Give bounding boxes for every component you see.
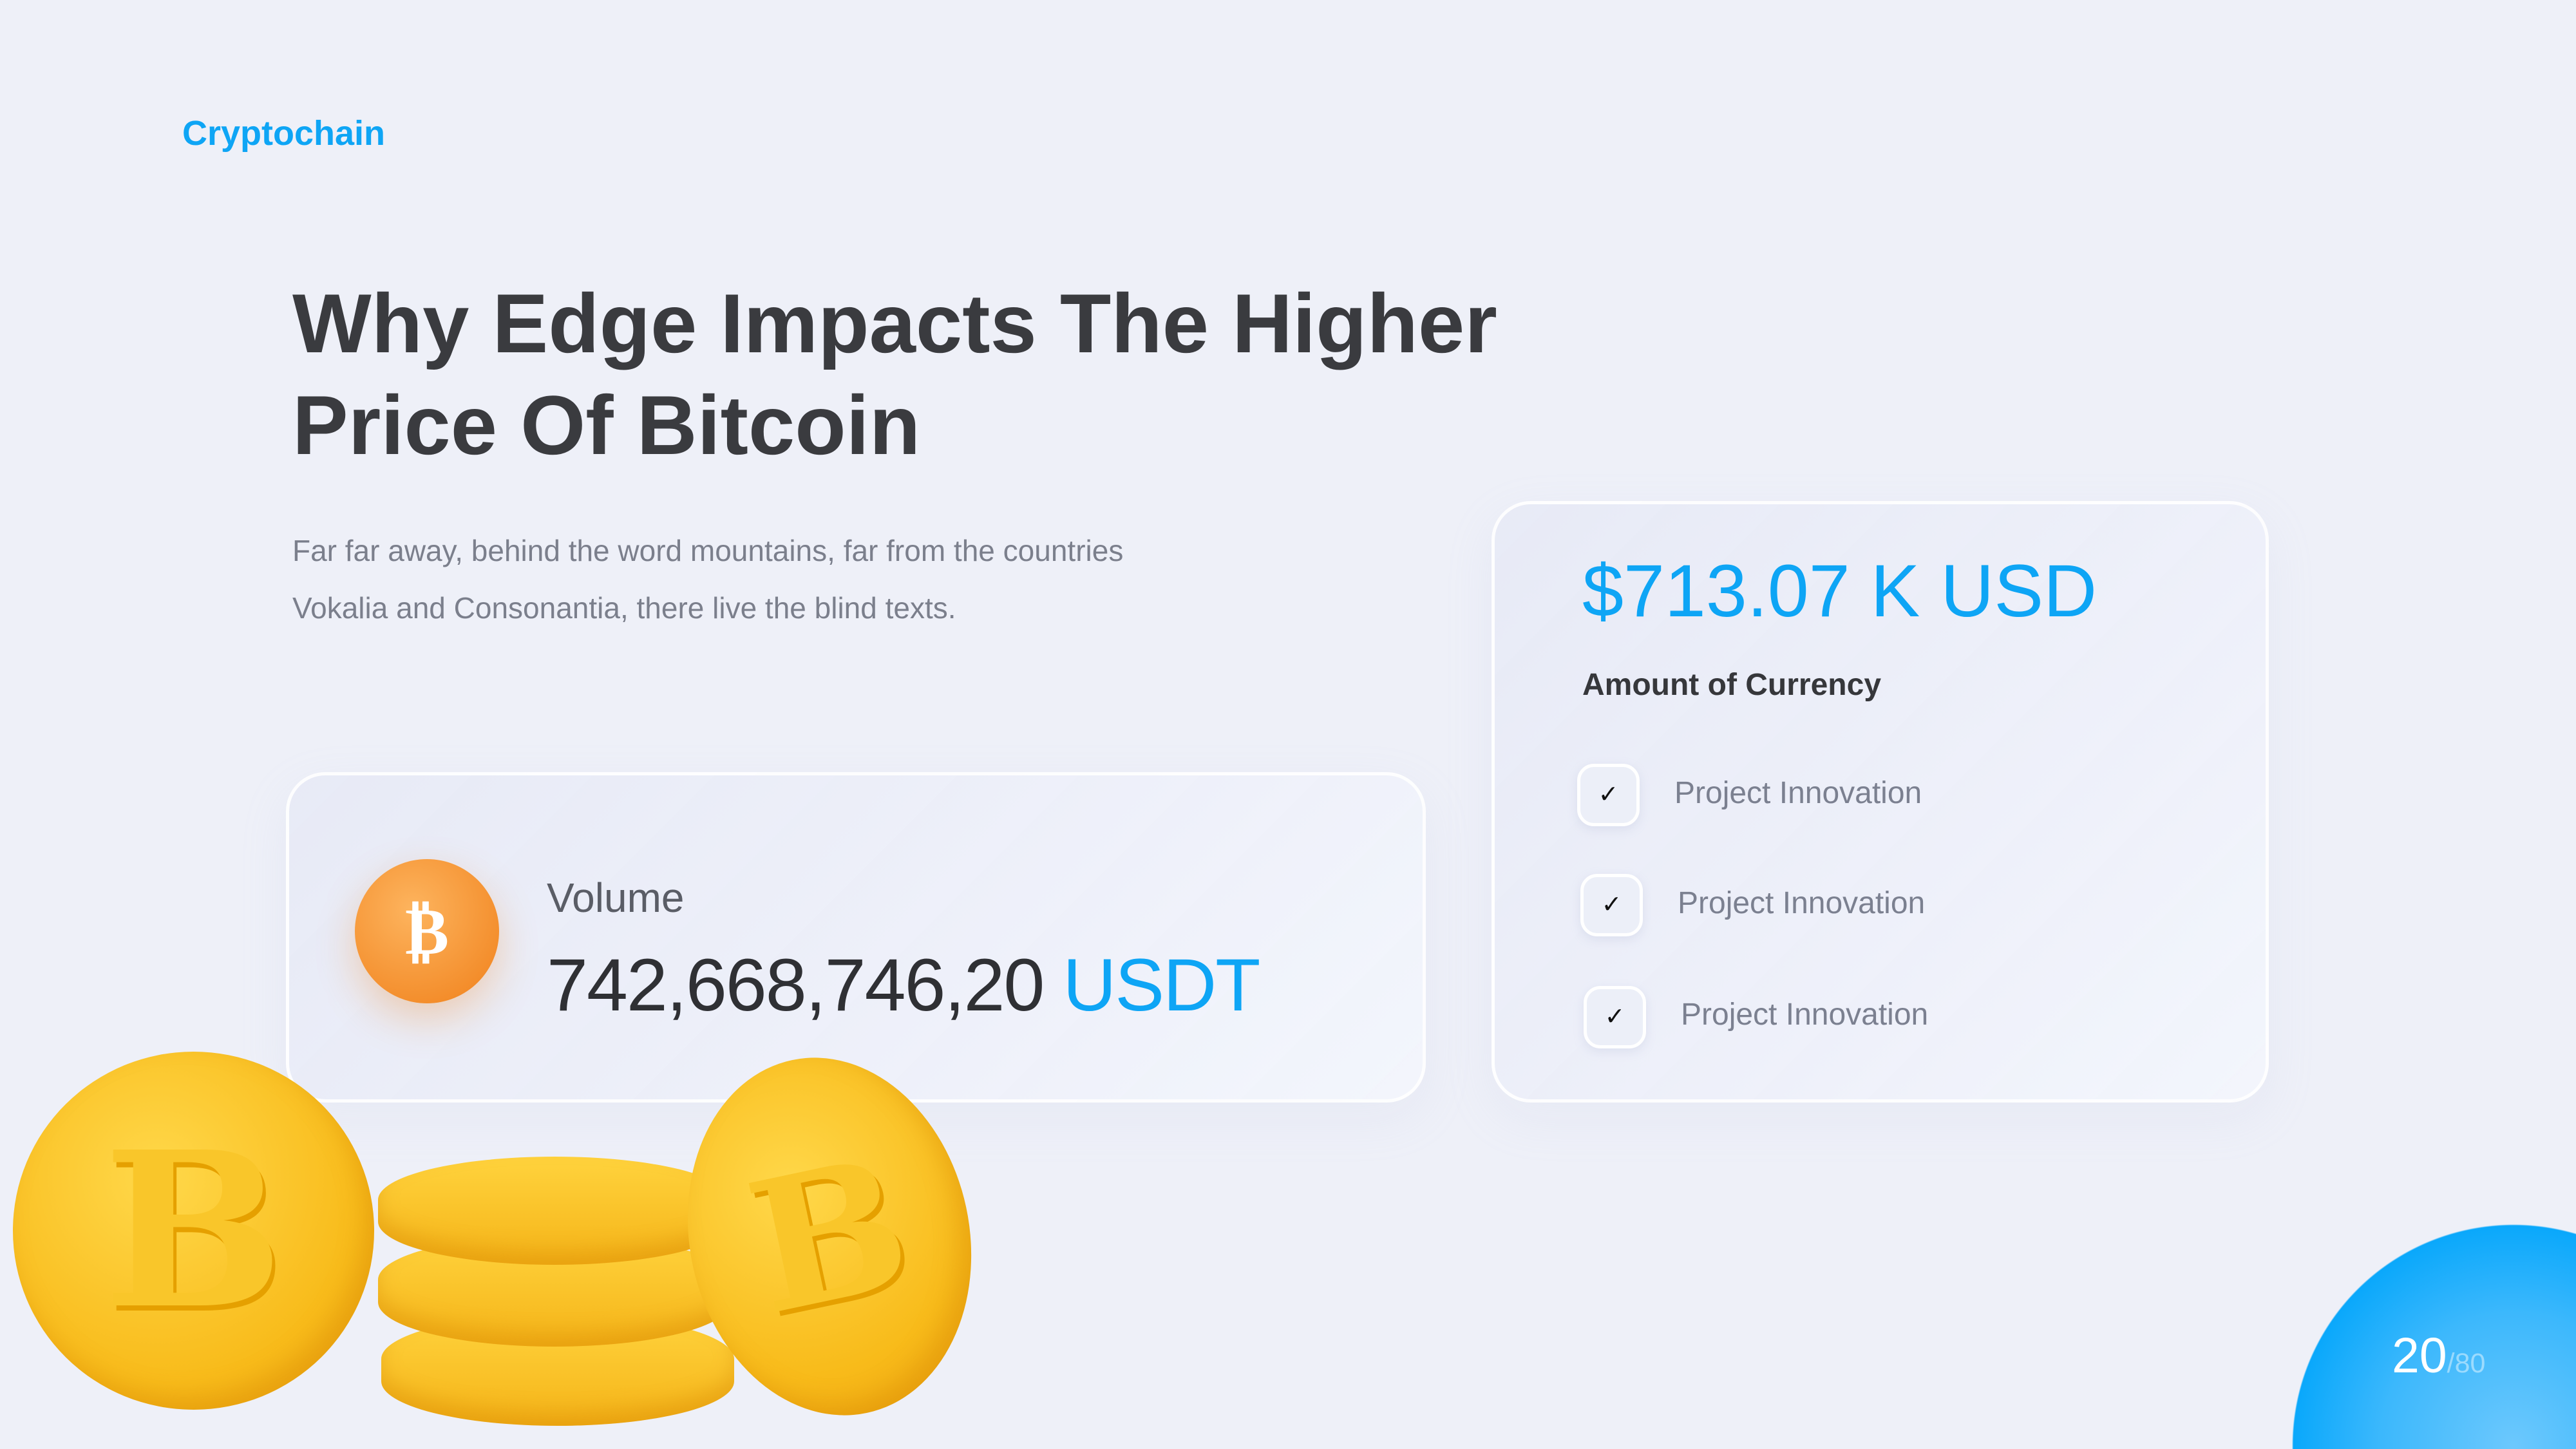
volume-number: 742,668,746,20 — [547, 944, 1045, 1027]
title-line-1: Why Edge Impacts The Higher — [292, 276, 1497, 370]
description-line-2: Vokalia and Consonantia, there live the … — [292, 591, 956, 625]
page-number: 20/80 — [2392, 1327, 2485, 1385]
bitcoin-icon: ₿ — [355, 859, 499, 1003]
volume-label: Volume — [547, 875, 685, 921]
page-current: 20 — [2392, 1328, 2447, 1383]
checklist-item: Project Innovation — [1674, 776, 1922, 810]
coin-stack-top — [378, 1157, 731, 1265]
brand-logo-text: Cryptochain — [182, 114, 386, 153]
currency-amount: $713.07 K USD — [1582, 550, 2098, 632]
check-icon[interactable]: ✓ — [1584, 986, 1646, 1048]
check-icon[interactable]: ✓ — [1580, 874, 1643, 936]
currency-label: Amount of Currency — [1582, 668, 1882, 702]
checklist-item: Project Innovation — [1678, 886, 1926, 920]
page-title: Why Edge Impacts The Higher Price Of Bit… — [292, 272, 1645, 476]
description: Far far away, behind the word mountains,… — [292, 522, 1419, 637]
page-indicator-circle — [2292, 1224, 2576, 1449]
volume-value: 742,668,746,20 USDT — [547, 943, 1260, 1028]
coin-symbol: B — [103, 1105, 284, 1356]
volume-unit: USDT — [1063, 944, 1260, 1027]
description-line-1: Far far away, behind the word mountains,… — [292, 534, 1124, 567]
page-total: /80 — [2447, 1348, 2486, 1379]
title-line-2: Price Of Bitcoin — [292, 378, 921, 472]
checklist-item: Project Innovation — [1681, 998, 1929, 1032]
check-icon[interactable]: ✓ — [1577, 764, 1640, 826]
bitcoin-coin-icon: B — [13, 1052, 374, 1410]
